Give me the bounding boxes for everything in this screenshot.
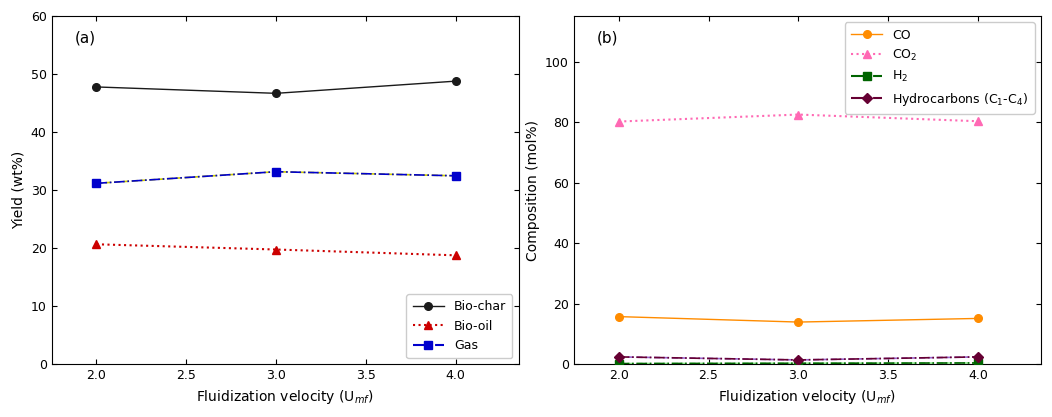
X-axis label: Fluidization velocity (U$_{mf}$): Fluidization velocity (U$_{mf}$) xyxy=(196,388,373,406)
Text: (a): (a) xyxy=(75,30,96,45)
Text: (b): (b) xyxy=(598,30,619,45)
X-axis label: Fluidization velocity (U$_{mf}$): Fluidization velocity (U$_{mf}$) xyxy=(719,388,896,406)
Y-axis label: Composition (mol%): Composition (mol%) xyxy=(526,120,540,261)
Legend: Bio-char, Bio-oil, Gas: Bio-char, Bio-oil, Gas xyxy=(406,294,512,358)
Legend: CO, CO$_2$, H$_2$, Hydrocarbons (C$_1$-C$_4$): CO, CO$_2$, H$_2$, Hydrocarbons (C$_1$-C… xyxy=(845,23,1034,114)
Y-axis label: Yield (wt%): Yield (wt%) xyxy=(12,151,25,229)
